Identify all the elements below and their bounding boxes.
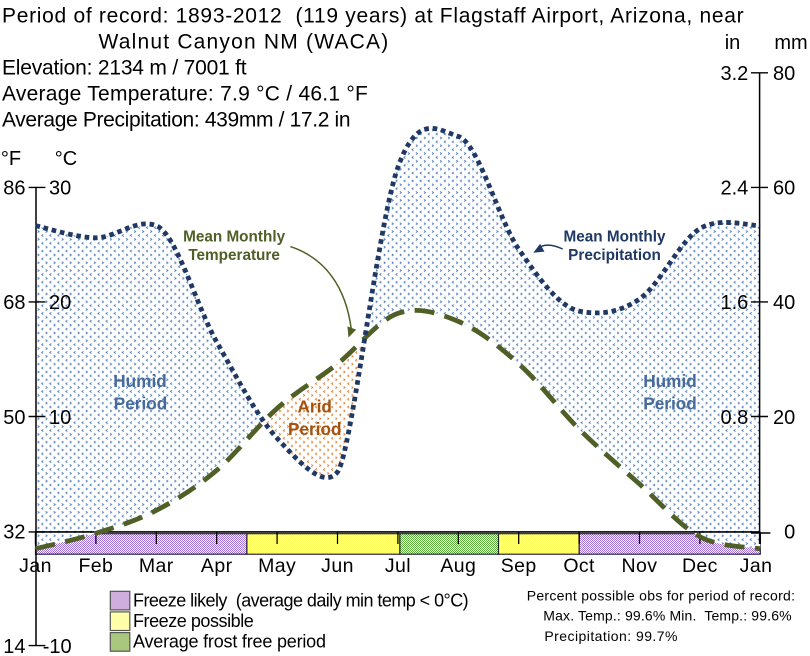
- svg-text:Jul: Jul: [385, 555, 411, 577]
- svg-text:Walnut Canyon NM (WACA): Walnut Canyon NM (WACA): [99, 30, 390, 53]
- svg-text:Sep: Sep: [501, 555, 537, 577]
- svg-text:in: in: [725, 32, 741, 54]
- svg-text:60: 60: [773, 178, 795, 200]
- svg-text:30: 30: [49, 178, 71, 200]
- svg-text:Temperature: Temperature: [188, 247, 280, 264]
- svg-text:Period: Period: [643, 393, 696, 413]
- svg-text:-10: -10: [43, 636, 72, 656]
- svg-text:0: 0: [784, 522, 795, 544]
- svg-text:Average frost free period: Average frost free period: [133, 632, 326, 652]
- svg-text:1.6: 1.6: [720, 292, 748, 314]
- svg-text:°C: °C: [55, 148, 77, 170]
- svg-text:mm: mm: [774, 32, 807, 54]
- svg-text:20: 20: [49, 292, 71, 314]
- svg-text:Jan: Jan: [740, 555, 773, 577]
- svg-text:Dec: Dec: [682, 555, 718, 577]
- svg-text:2.4: 2.4: [720, 178, 748, 200]
- svg-text:Percent possible obs for perio: Percent possible obs for period of recor…: [527, 588, 796, 604]
- svg-text:68: 68: [3, 292, 25, 314]
- svg-text:80: 80: [773, 63, 795, 85]
- svg-text:Apr: Apr: [201, 555, 233, 577]
- svg-text:Arid: Arid: [298, 396, 332, 416]
- svg-text:Period of record: 1893-2012 (: Period of record: 1893-2012 (119 years) …: [2, 4, 744, 27]
- svg-text:10: 10: [49, 407, 71, 429]
- svg-text:3.2: 3.2: [720, 63, 748, 85]
- svg-text:Precipitation: Precipitation: [568, 247, 661, 264]
- svg-text:Feb: Feb: [78, 555, 113, 577]
- svg-text:14: 14: [3, 636, 25, 656]
- svg-text:Freeze possible: Freeze possible: [133, 611, 254, 631]
- svg-text:Mean Monthly: Mean Monthly: [564, 228, 666, 245]
- svg-text:Elevation: 2134 m / 7001 ft: Elevation: 2134 m / 7001 ft: [2, 56, 247, 79]
- svg-text:Average Precipitation: 439mm /: Average Precipitation: 439mm / 17.2 in: [2, 108, 350, 131]
- svg-text:Mean Monthly: Mean Monthly: [183, 228, 285, 245]
- svg-text:Aug: Aug: [440, 555, 476, 577]
- svg-text:50: 50: [3, 407, 25, 429]
- svg-text:Freeze likely (average daily: Freeze likely (average daily min temp < …: [133, 590, 468, 610]
- svg-text:Humid: Humid: [643, 371, 696, 391]
- svg-text:Max. Temp.: 99.6% Min. Temp.:: Max. Temp.: 99.6% Min. Temp.: 99.6%: [543, 608, 791, 624]
- svg-text:32: 32: [3, 521, 25, 543]
- svg-text:Period: Period: [288, 419, 341, 439]
- svg-text:86: 86: [3, 178, 25, 200]
- svg-text:Nov: Nov: [622, 555, 658, 577]
- svg-text:May: May: [258, 555, 296, 577]
- svg-text:°F: °F: [1, 148, 21, 170]
- svg-text:Period: Period: [114, 393, 167, 413]
- svg-text:Average Temperature: 7.9 °C /: Average Temperature: 7.9 °C / 46.1 °F: [2, 82, 368, 105]
- svg-text:Jun: Jun: [321, 555, 354, 577]
- svg-text:Humid: Humid: [113, 371, 166, 391]
- svg-text:Precipitation: 99.7%: Precipitation: 99.7%: [544, 628, 678, 644]
- svg-text:Mar: Mar: [139, 555, 174, 577]
- svg-text:20: 20: [773, 407, 795, 429]
- svg-text:0.8: 0.8: [720, 407, 748, 429]
- svg-text:Oct: Oct: [563, 555, 595, 577]
- svg-text:40: 40: [773, 292, 795, 314]
- svg-text:Jan: Jan: [19, 555, 52, 577]
